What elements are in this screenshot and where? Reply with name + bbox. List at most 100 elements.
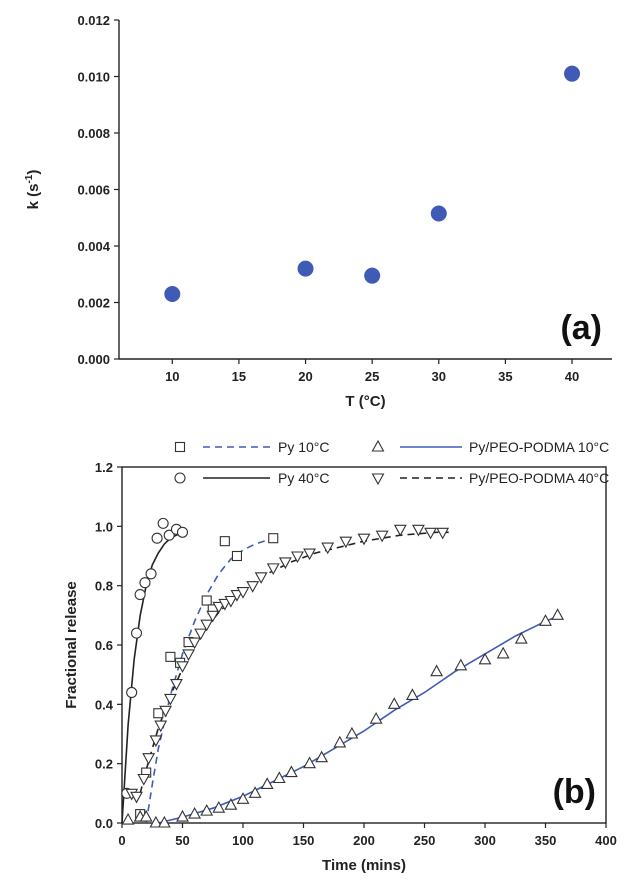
panel-label: (a) — [560, 309, 602, 347]
data-point — [154, 720, 168, 733]
data-point — [303, 756, 316, 769]
data-point — [430, 664, 444, 677]
data-point — [278, 557, 292, 570]
data-point — [224, 798, 238, 810]
series-line — [145, 537, 274, 824]
panel-label: (b) — [553, 773, 596, 811]
data-point — [126, 686, 138, 699]
y-tick-label: 0.0 — [95, 816, 113, 831]
data-point — [539, 614, 552, 626]
data-point — [218, 598, 232, 611]
data-point — [194, 628, 208, 641]
data-point — [206, 610, 220, 623]
data-point — [268, 533, 279, 544]
x-tick-label: 35 — [498, 369, 512, 384]
data-point — [137, 773, 151, 786]
data-point — [176, 809, 189, 822]
y-axis-label: Fractional release — [63, 581, 80, 709]
data-point — [424, 527, 437, 540]
data-point — [200, 803, 214, 816]
data-point — [149, 735, 163, 748]
data-point — [236, 792, 250, 804]
y-tick-label: 1.2 — [95, 460, 113, 475]
y-tick-label: 0.006 — [77, 183, 110, 198]
data-point — [246, 581, 260, 593]
data-point — [454, 658, 468, 671]
data-point — [364, 267, 381, 284]
data-point — [164, 286, 181, 303]
data-point — [188, 806, 202, 819]
data-point — [163, 693, 177, 706]
data-point — [121, 812, 135, 825]
x-tick-label: 100 — [232, 833, 254, 848]
data-point — [188, 637, 202, 650]
y-tick-label: 0.010 — [77, 70, 110, 85]
data-point — [303, 548, 316, 561]
y-tick-label: 0.2 — [95, 757, 113, 772]
x-tick-label: 10 — [165, 369, 179, 384]
data-point — [230, 590, 244, 602]
data-point — [357, 533, 371, 546]
y-tick-label: 0.008 — [77, 126, 110, 141]
data-point — [514, 631, 528, 644]
data-point — [130, 627, 143, 639]
x-tick-label: 30 — [432, 369, 446, 384]
data-point — [260, 777, 274, 789]
data-point — [496, 646, 510, 659]
data-point — [430, 205, 447, 222]
legend-marker — [371, 439, 385, 452]
data-point — [182, 649, 195, 662]
data-point — [272, 771, 286, 784]
y-tick-label: 0.004 — [77, 239, 110, 254]
data-point — [564, 65, 581, 82]
x-tick-label: 300 — [474, 833, 496, 848]
data-point — [151, 532, 163, 544]
x-tick-label: 200 — [353, 833, 375, 848]
data-point — [219, 536, 230, 547]
data-point — [200, 619, 214, 632]
data-point — [224, 595, 238, 608]
data-point — [157, 517, 169, 529]
data-point — [297, 260, 314, 277]
x-tick-label: 40 — [565, 369, 579, 384]
data-point — [139, 809, 153, 822]
data-point — [412, 524, 425, 537]
chart-b: 0 50 100 150 200 250 300 350 400 0.0 0.2 0.4 0.6 0.8 1… — [63, 439, 617, 874]
legend-marker — [174, 472, 186, 484]
data-point — [387, 697, 401, 709]
legend-label: Py 40°C — [278, 470, 330, 486]
data-point — [157, 815, 171, 828]
y-tick-label: 0.8 — [95, 579, 113, 594]
data-point — [212, 801, 226, 813]
data-point — [248, 786, 262, 798]
legend-marker — [371, 473, 385, 486]
data-point — [266, 563, 280, 576]
data-point — [153, 708, 164, 719]
data-point — [176, 526, 189, 538]
legend-label: Py/PEO-PODMA 10°C — [469, 439, 609, 455]
data-point — [163, 529, 175, 541]
x-tick-label: 50 — [175, 833, 189, 848]
x-tick-label: 350 — [535, 833, 557, 848]
data-point — [315, 750, 329, 763]
y-tick-label: 0.4 — [95, 697, 114, 712]
data-point — [149, 815, 163, 828]
data-point — [176, 661, 189, 673]
data-point — [231, 550, 242, 562]
data-point — [375, 530, 389, 543]
data-point — [142, 753, 156, 765]
x-axis-label: T (°C) — [345, 393, 385, 410]
series-line — [158, 614, 561, 824]
data-point — [134, 589, 146, 601]
legend-label: Py/PEO-PODMA 40°C — [469, 470, 609, 486]
y-tick-label: 0.6 — [95, 638, 113, 653]
data-point — [130, 791, 143, 804]
y-tick-label: 0.012 — [77, 13, 110, 28]
data-point — [339, 536, 353, 549]
data-point — [254, 572, 268, 584]
data-point — [159, 705, 172, 718]
x-tick-label: 15 — [232, 369, 246, 384]
data-point — [551, 608, 565, 620]
data-point — [201, 595, 212, 606]
